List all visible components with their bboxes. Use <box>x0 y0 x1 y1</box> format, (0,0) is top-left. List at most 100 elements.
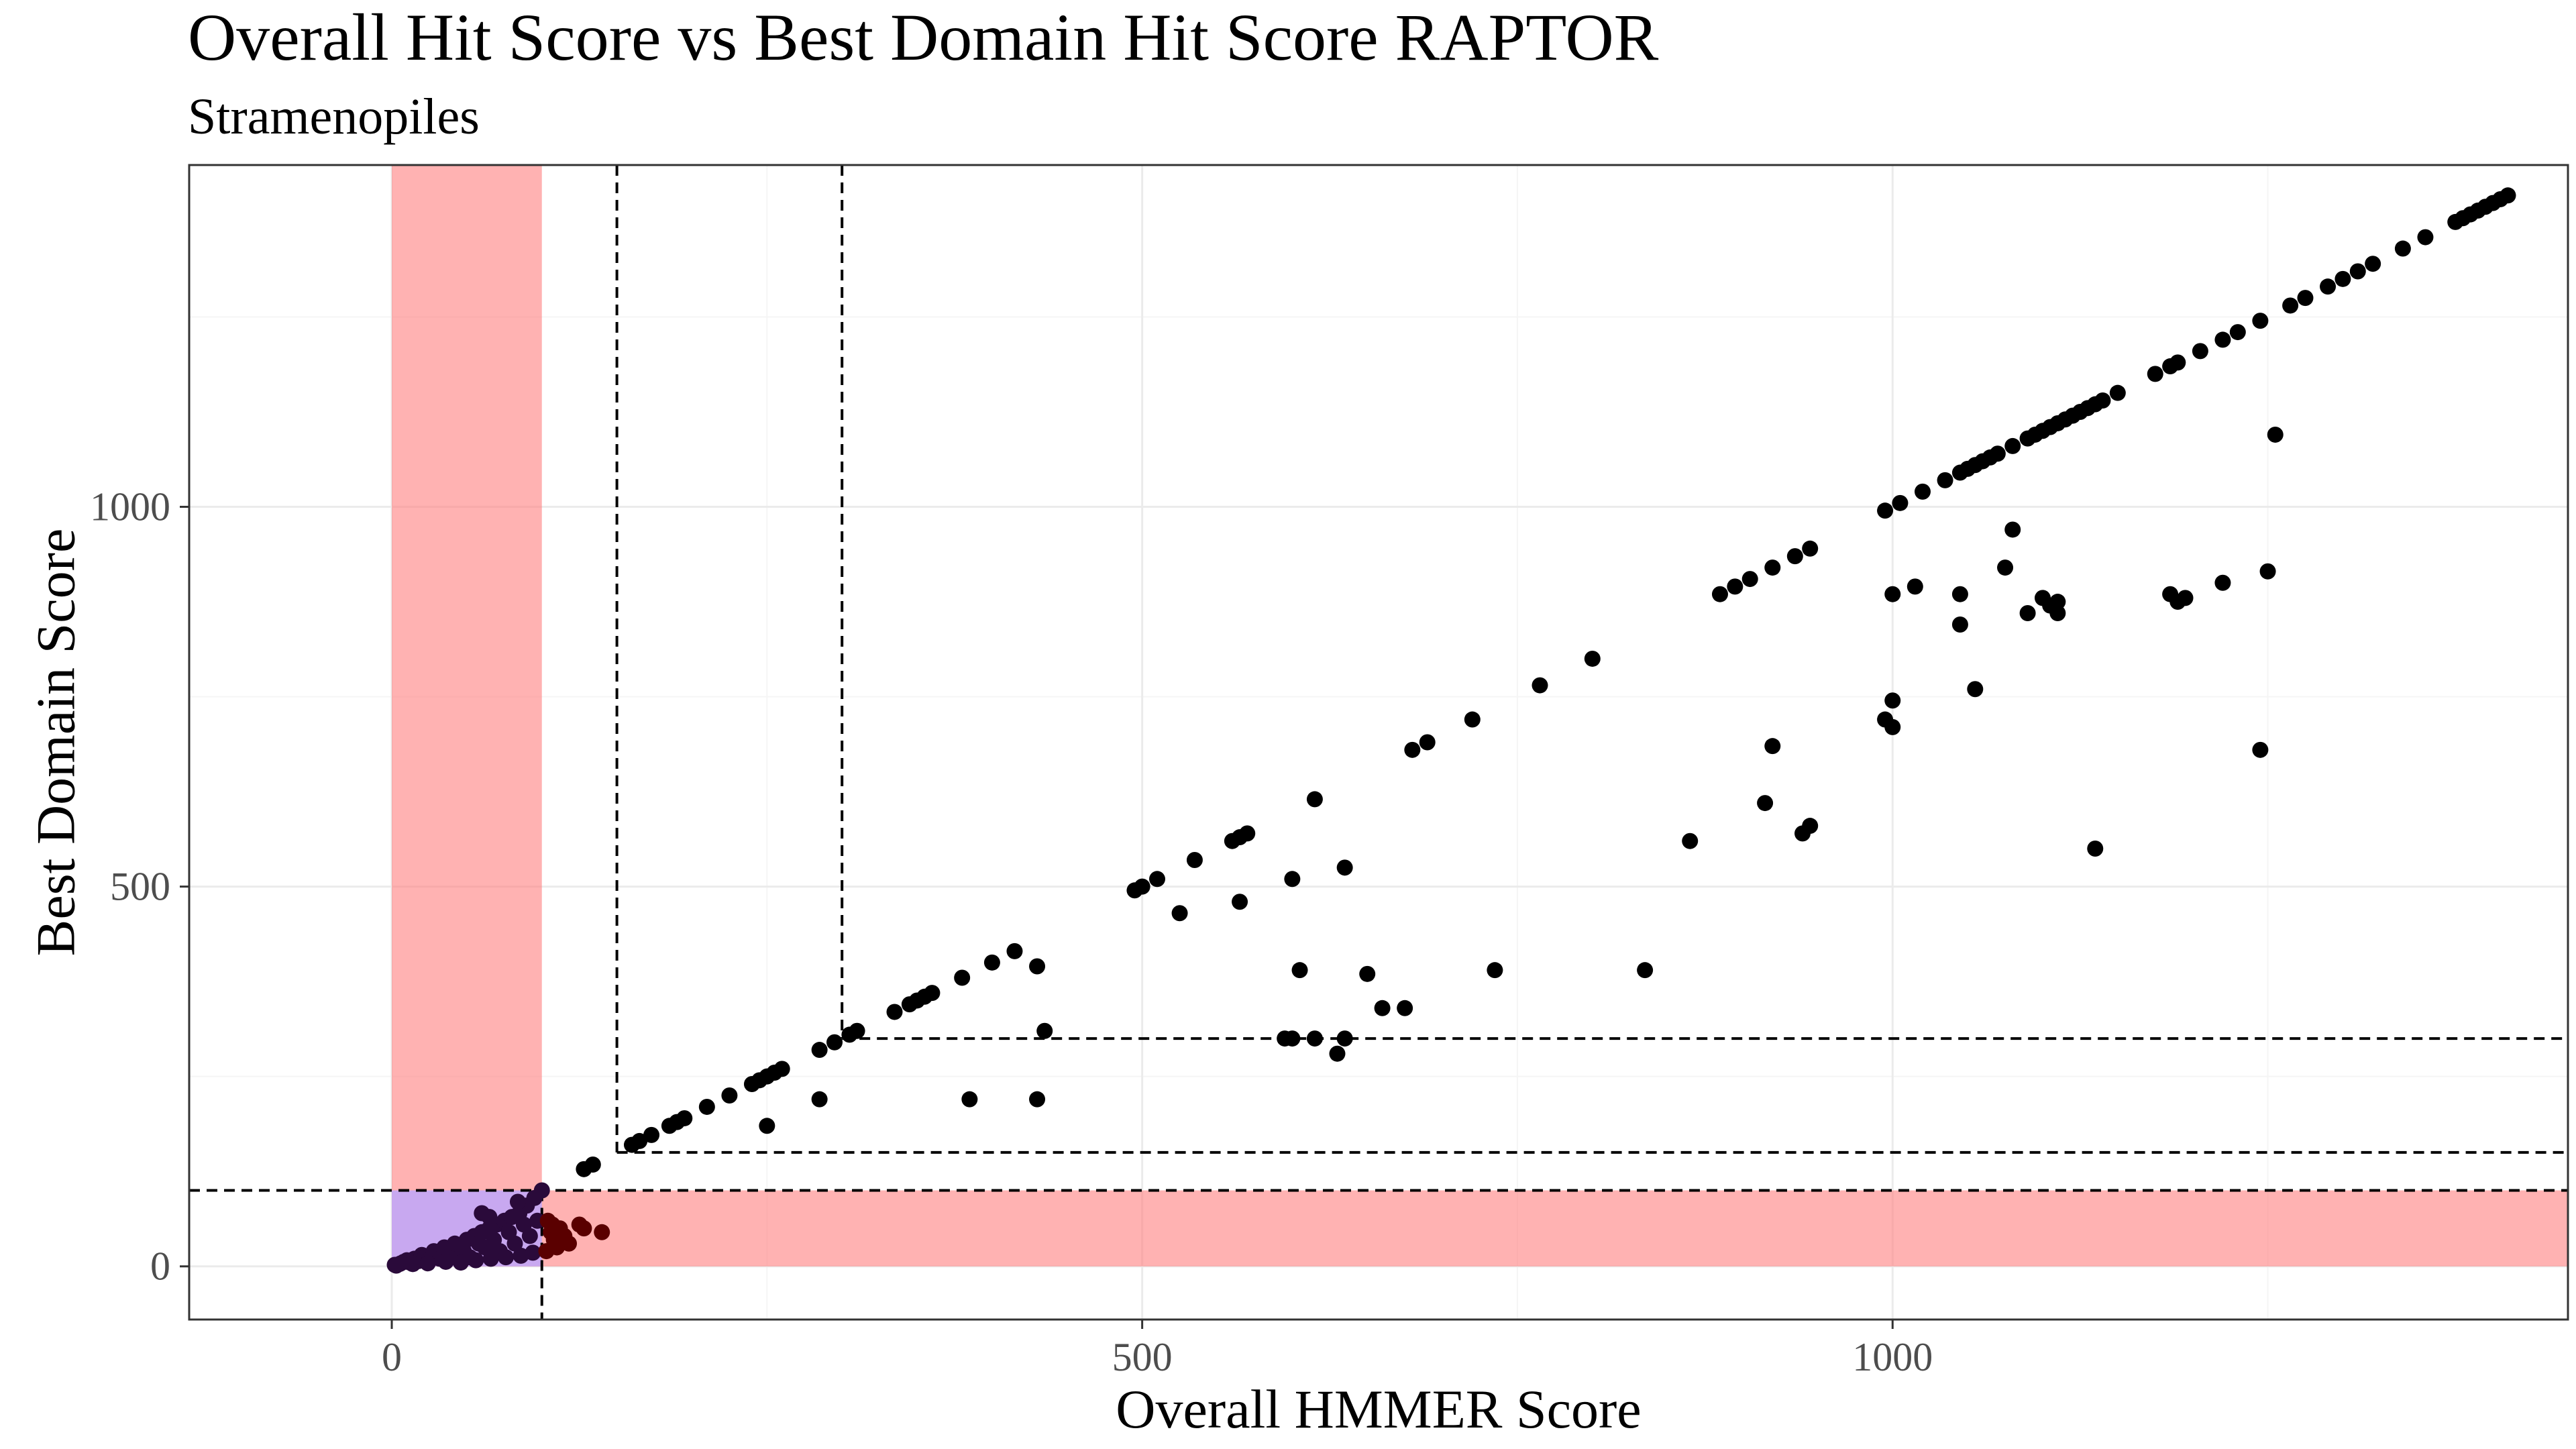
data-point <box>1802 818 1819 835</box>
data-point <box>1884 586 1901 602</box>
data-point-mid <box>576 1220 592 1237</box>
data-point <box>886 1004 903 1020</box>
data-point <box>1584 650 1601 667</box>
data-point <box>1404 741 1421 758</box>
threshold-lines <box>189 165 2568 1320</box>
shaded-regions <box>392 165 2569 1267</box>
data-point <box>2320 278 2337 295</box>
data-point <box>676 1110 693 1126</box>
data-point-low <box>405 1256 421 1273</box>
data-point <box>1967 681 1984 698</box>
x-axis-ticks: 0 500 1000 <box>382 1320 1933 1379</box>
data-point-low <box>452 1254 469 1271</box>
data-point <box>721 1087 738 1104</box>
data-point <box>773 1061 790 1077</box>
panel-border <box>188 164 2569 1321</box>
data-point <box>1336 1030 1353 1047</box>
data-point <box>2365 256 2381 272</box>
data-point <box>2500 187 2516 204</box>
data-point <box>2109 384 2126 401</box>
data-point <box>1741 571 1758 588</box>
data-point <box>1884 718 1901 735</box>
data-point <box>1637 962 1654 979</box>
data-point <box>2229 324 2246 341</box>
data-point <box>1359 965 1376 982</box>
data-point-mid <box>538 1243 555 1260</box>
data-point <box>1997 559 2014 576</box>
data-point-low <box>392 1255 409 1272</box>
data-point <box>826 1034 843 1051</box>
data-point <box>2087 841 2104 857</box>
data-point-mid <box>544 1216 561 1233</box>
data-point <box>1727 578 1743 595</box>
data-point <box>1239 825 1256 842</box>
data-point <box>1907 578 1923 595</box>
data-point <box>759 1118 775 1134</box>
data-point <box>924 985 941 1002</box>
data-point <box>1374 1000 1391 1016</box>
data-points <box>386 187 2516 1274</box>
data-point <box>2214 331 2231 348</box>
data-point <box>1764 559 1781 576</box>
data-point <box>1397 1000 1413 1016</box>
data-point <box>1149 871 1166 888</box>
data-point <box>2094 392 2111 409</box>
data-point <box>1306 1030 1323 1047</box>
data-point <box>631 1132 648 1149</box>
data-point <box>2049 605 2066 622</box>
chart-title: Overall Hit Score vs Best Domain Hit Sco… <box>188 0 1659 74</box>
data-point <box>1757 795 1774 812</box>
data-point <box>2169 354 2186 371</box>
y-axis-title: Best Domain Score <box>25 529 87 957</box>
data-point-mid <box>594 1224 610 1240</box>
data-point <box>698 1098 715 1115</box>
data-point <box>811 1091 828 1108</box>
grid <box>189 165 2568 1320</box>
data-point-low <box>419 1255 436 1272</box>
data-point <box>2297 290 2314 307</box>
data-point <box>1284 871 1301 888</box>
data-point <box>2214 574 2231 591</box>
y-tick-label: 1000 <box>90 485 170 529</box>
data-point-low <box>437 1253 454 1270</box>
data-point-mid <box>561 1235 578 1252</box>
data-point <box>1336 859 1353 876</box>
data-point <box>1877 502 1894 519</box>
data-point <box>1284 1030 1301 1047</box>
data-point <box>2349 263 2366 280</box>
data-point <box>1682 833 1699 849</box>
data-point-low <box>509 1193 526 1210</box>
data-point <box>2334 270 2351 287</box>
x-tick-label: 500 <box>1112 1335 1173 1379</box>
data-point <box>1802 540 1819 557</box>
data-point <box>2192 343 2208 360</box>
x-tick-label: 1000 <box>1852 1335 1933 1379</box>
data-point-low <box>521 1228 538 1244</box>
chart-subtitle: Stramenopiles <box>188 89 480 145</box>
data-point <box>1171 905 1188 922</box>
data-point <box>1884 692 1901 709</box>
data-point <box>1951 616 1968 633</box>
data-point <box>1291 962 1308 979</box>
data-point <box>1419 734 1436 751</box>
data-point-low <box>525 1244 541 1261</box>
data-point <box>2417 229 2434 246</box>
y-tick-label: 500 <box>110 865 170 909</box>
data-point <box>983 954 1000 971</box>
data-point-low <box>498 1249 515 1266</box>
data-point <box>1036 1022 1053 1039</box>
data-point <box>1186 851 1203 868</box>
data-point <box>1951 586 1968 602</box>
data-point <box>1914 483 1931 500</box>
data-point <box>1134 878 1150 895</box>
data-point <box>2004 521 2021 538</box>
data-point <box>2267 426 2284 443</box>
data-point <box>1937 472 1953 488</box>
data-point-low <box>506 1235 523 1252</box>
data-point <box>849 1022 865 1039</box>
data-point <box>961 1091 978 1108</box>
data-point <box>2282 297 2299 314</box>
data-point <box>1029 958 1046 975</box>
data-point <box>1029 1091 1046 1108</box>
